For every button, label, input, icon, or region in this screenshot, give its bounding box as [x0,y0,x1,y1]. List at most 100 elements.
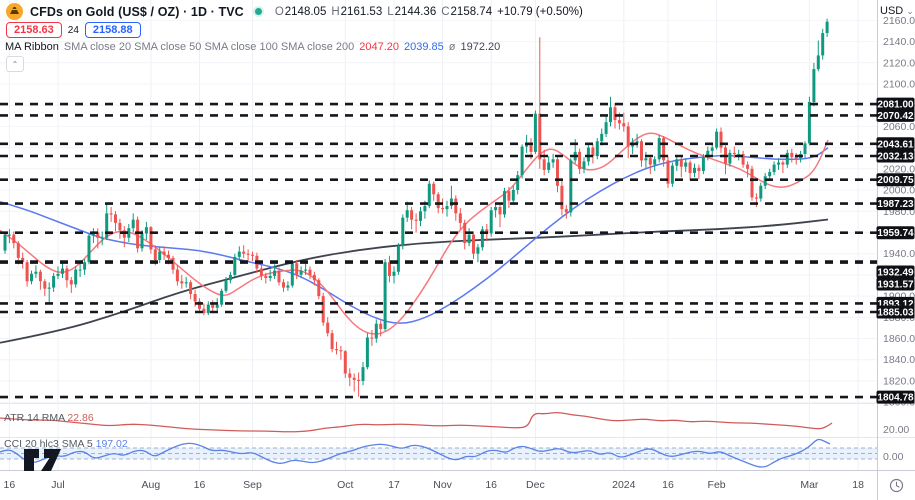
candle-body [547,162,551,170]
candle-body [803,143,807,154]
price-scale-label: 1840.00 [883,354,915,366]
time-axis[interactable] [0,470,877,500]
candle-body [184,282,188,284]
price-level-tag-label: 1804.78 [877,393,914,404]
candle-body [215,304,219,308]
candle-body [622,123,626,127]
candle-body [617,120,621,124]
candle-body [684,162,688,167]
candle-body [653,159,657,165]
open-value: 2148.05 [284,5,327,18]
candle-body [144,227,148,234]
candle-body [388,262,391,276]
candle-body [476,247,480,254]
tradingview-logo[interactable] [24,449,39,471]
indicator-title: MA Ribbon [5,41,59,53]
candle-body [635,141,639,144]
cci-scale-label: 0.00 [883,451,904,463]
candle-body [87,235,91,263]
cci-legend[interactable]: CCI 20 hlc3 SMA 5 197.02 [4,438,128,450]
atr-legend[interactable]: ATR 14 RMA 22.86 [4,412,94,424]
buy-ask-button[interactable]: 2158.88 [84,22,141,38]
candle-body [401,217,405,247]
candle-body [441,208,445,210]
price-level-tag-label: 2070.42 [877,111,914,122]
price-level-tag-label: 1959.74 [877,228,914,239]
candle-body [613,107,617,120]
sma20-value: 2047.20 [359,41,400,53]
candle-body [220,290,224,305]
price-level-tag [876,277,915,291]
price-level-tag [876,97,915,111]
price-level-tag-label: 1987.23 [877,199,914,210]
candle-body [383,262,387,329]
indicator-params: SMA close 20 SMA close 50 SMA close 100 … [63,41,355,53]
candle-body [290,263,294,286]
clock-icon [889,478,904,493]
candle-body [361,367,365,381]
candle-body [304,269,308,271]
candle-body [21,257,25,263]
candle-body [96,232,100,238]
candle-body [741,154,745,165]
price-axis[interactable] [877,0,915,470]
candle-body [282,282,285,288]
candle-body [352,377,356,380]
price-level-tag [876,305,915,319]
candle-body [339,350,343,352]
candle-body [785,152,789,165]
candle-body [564,209,568,213]
candle-body [109,213,113,215]
candle-body [43,281,47,289]
candle-body [237,251,241,257]
candle-body [516,175,520,190]
candle-body [357,379,361,381]
tradingview-logo[interactable] [41,449,61,471]
candle-body [551,159,555,163]
price-level-tag [876,137,915,151]
candle-body [697,167,701,171]
ma-ribbon-legend[interactable]: MA Ribbon SMA close 20 SMA close 50 SMA … [5,41,500,53]
bid-ask-row: 2158.63 24 2158.88 [6,22,141,38]
candle-body [750,168,754,198]
price-scale-label: 1820.00 [883,375,915,387]
candle-body [251,254,254,256]
candle-body [114,214,117,223]
price-scale-label: 2060.00 [883,121,915,133]
candle-body [396,246,400,272]
candle-body [427,183,431,206]
time-axis-label: 16 [4,479,16,491]
price-level-tag [876,173,915,187]
candle-body [140,233,144,249]
candle-body [582,161,586,169]
candle-body [520,146,524,176]
candle-body [586,147,590,162]
price-scale-currency-selector[interactable]: USD ⌄ [880,5,914,17]
symbol-title[interactable]: CFDs on Gold (US$ / OZ) · 1D · TVC [30,4,244,19]
time-axis-label: Dec [526,479,545,491]
candle-body [666,160,670,184]
sell-bid-button[interactable]: 2158.63 [6,22,62,38]
candle-body [7,234,11,236]
candle-body [180,281,184,284]
candle-body [715,131,719,148]
atr-line [0,411,833,433]
legend-collapse-button[interactable]: ⌃ [6,56,24,72]
candle-body [609,107,612,123]
candle-body [206,304,210,314]
candle-body [533,113,537,152]
candle-body [69,280,73,285]
cci-line [0,438,831,468]
timezone-clock-button[interactable] [889,478,904,493]
candle-body [489,210,493,234]
price-level-tag-label: 2009.75 [877,175,914,186]
time-axis-label: Jul [51,479,64,491]
candle-body [706,150,710,158]
price-level-tag [876,197,915,211]
candle-body [569,160,573,213]
candle-body [759,185,763,199]
time-axis-label: Nov [433,479,452,491]
time-axis-label: 16 [485,479,497,491]
price-scale-label: 1940.00 [883,248,915,260]
